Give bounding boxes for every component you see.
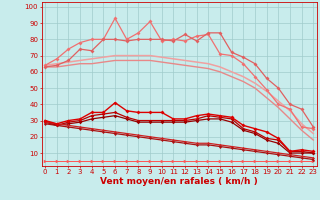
X-axis label: Vent moyen/en rafales ( km/h ): Vent moyen/en rafales ( km/h )	[100, 177, 258, 186]
